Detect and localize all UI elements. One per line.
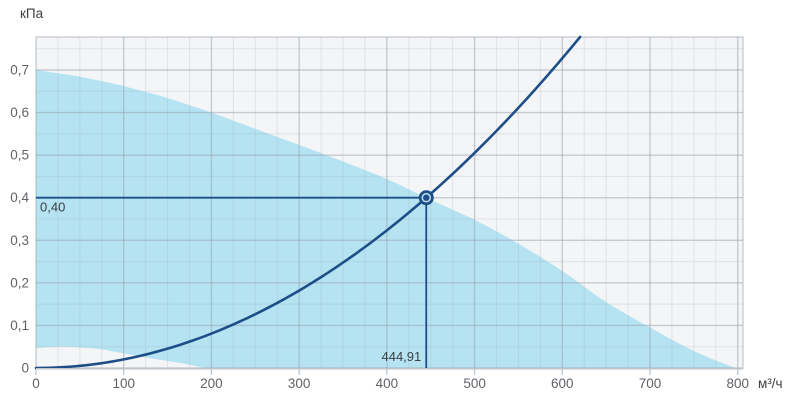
x-tick-label: 300 [288,376,311,391]
operating-point-outer [418,190,434,206]
x-tick-label: 700 [639,376,662,391]
y-tick-label: 0,4 [10,190,29,205]
operating-point-flow-label: 444,91 [381,349,421,364]
y-tick-label: 0,5 [10,148,29,163]
x-tick-label: 0 [32,376,40,391]
x-tick-label: 800 [726,376,749,391]
y-tick-label: 0,7 [10,62,29,77]
system-resistance-curve [34,35,582,370]
operating-point-ring [421,192,432,203]
x-tick-label: 400 [376,376,399,391]
operating-point-marker[interactable] [418,190,434,206]
pressure-unit-label: кПа [20,6,44,21]
grid [36,37,743,368]
flow-unit-label: м³/ч [758,376,783,391]
y-tick-label: 0 [21,361,29,376]
x-tick-label: 500 [463,376,486,391]
x-tick-label: 200 [200,376,223,391]
x-tick-label: 600 [551,376,574,391]
operating-point-pressure-label: 0,40 [40,200,65,215]
y-tick-label: 0,6 [10,105,29,120]
y-tick-label: 0,2 [10,275,29,290]
y-tick-label: 0,1 [10,318,29,333]
x-tick-label: 100 [112,376,135,391]
x-axis-ticks [35,369,739,375]
y-tick-label: 0,3 [10,233,29,248]
plot-border [35,36,744,369]
